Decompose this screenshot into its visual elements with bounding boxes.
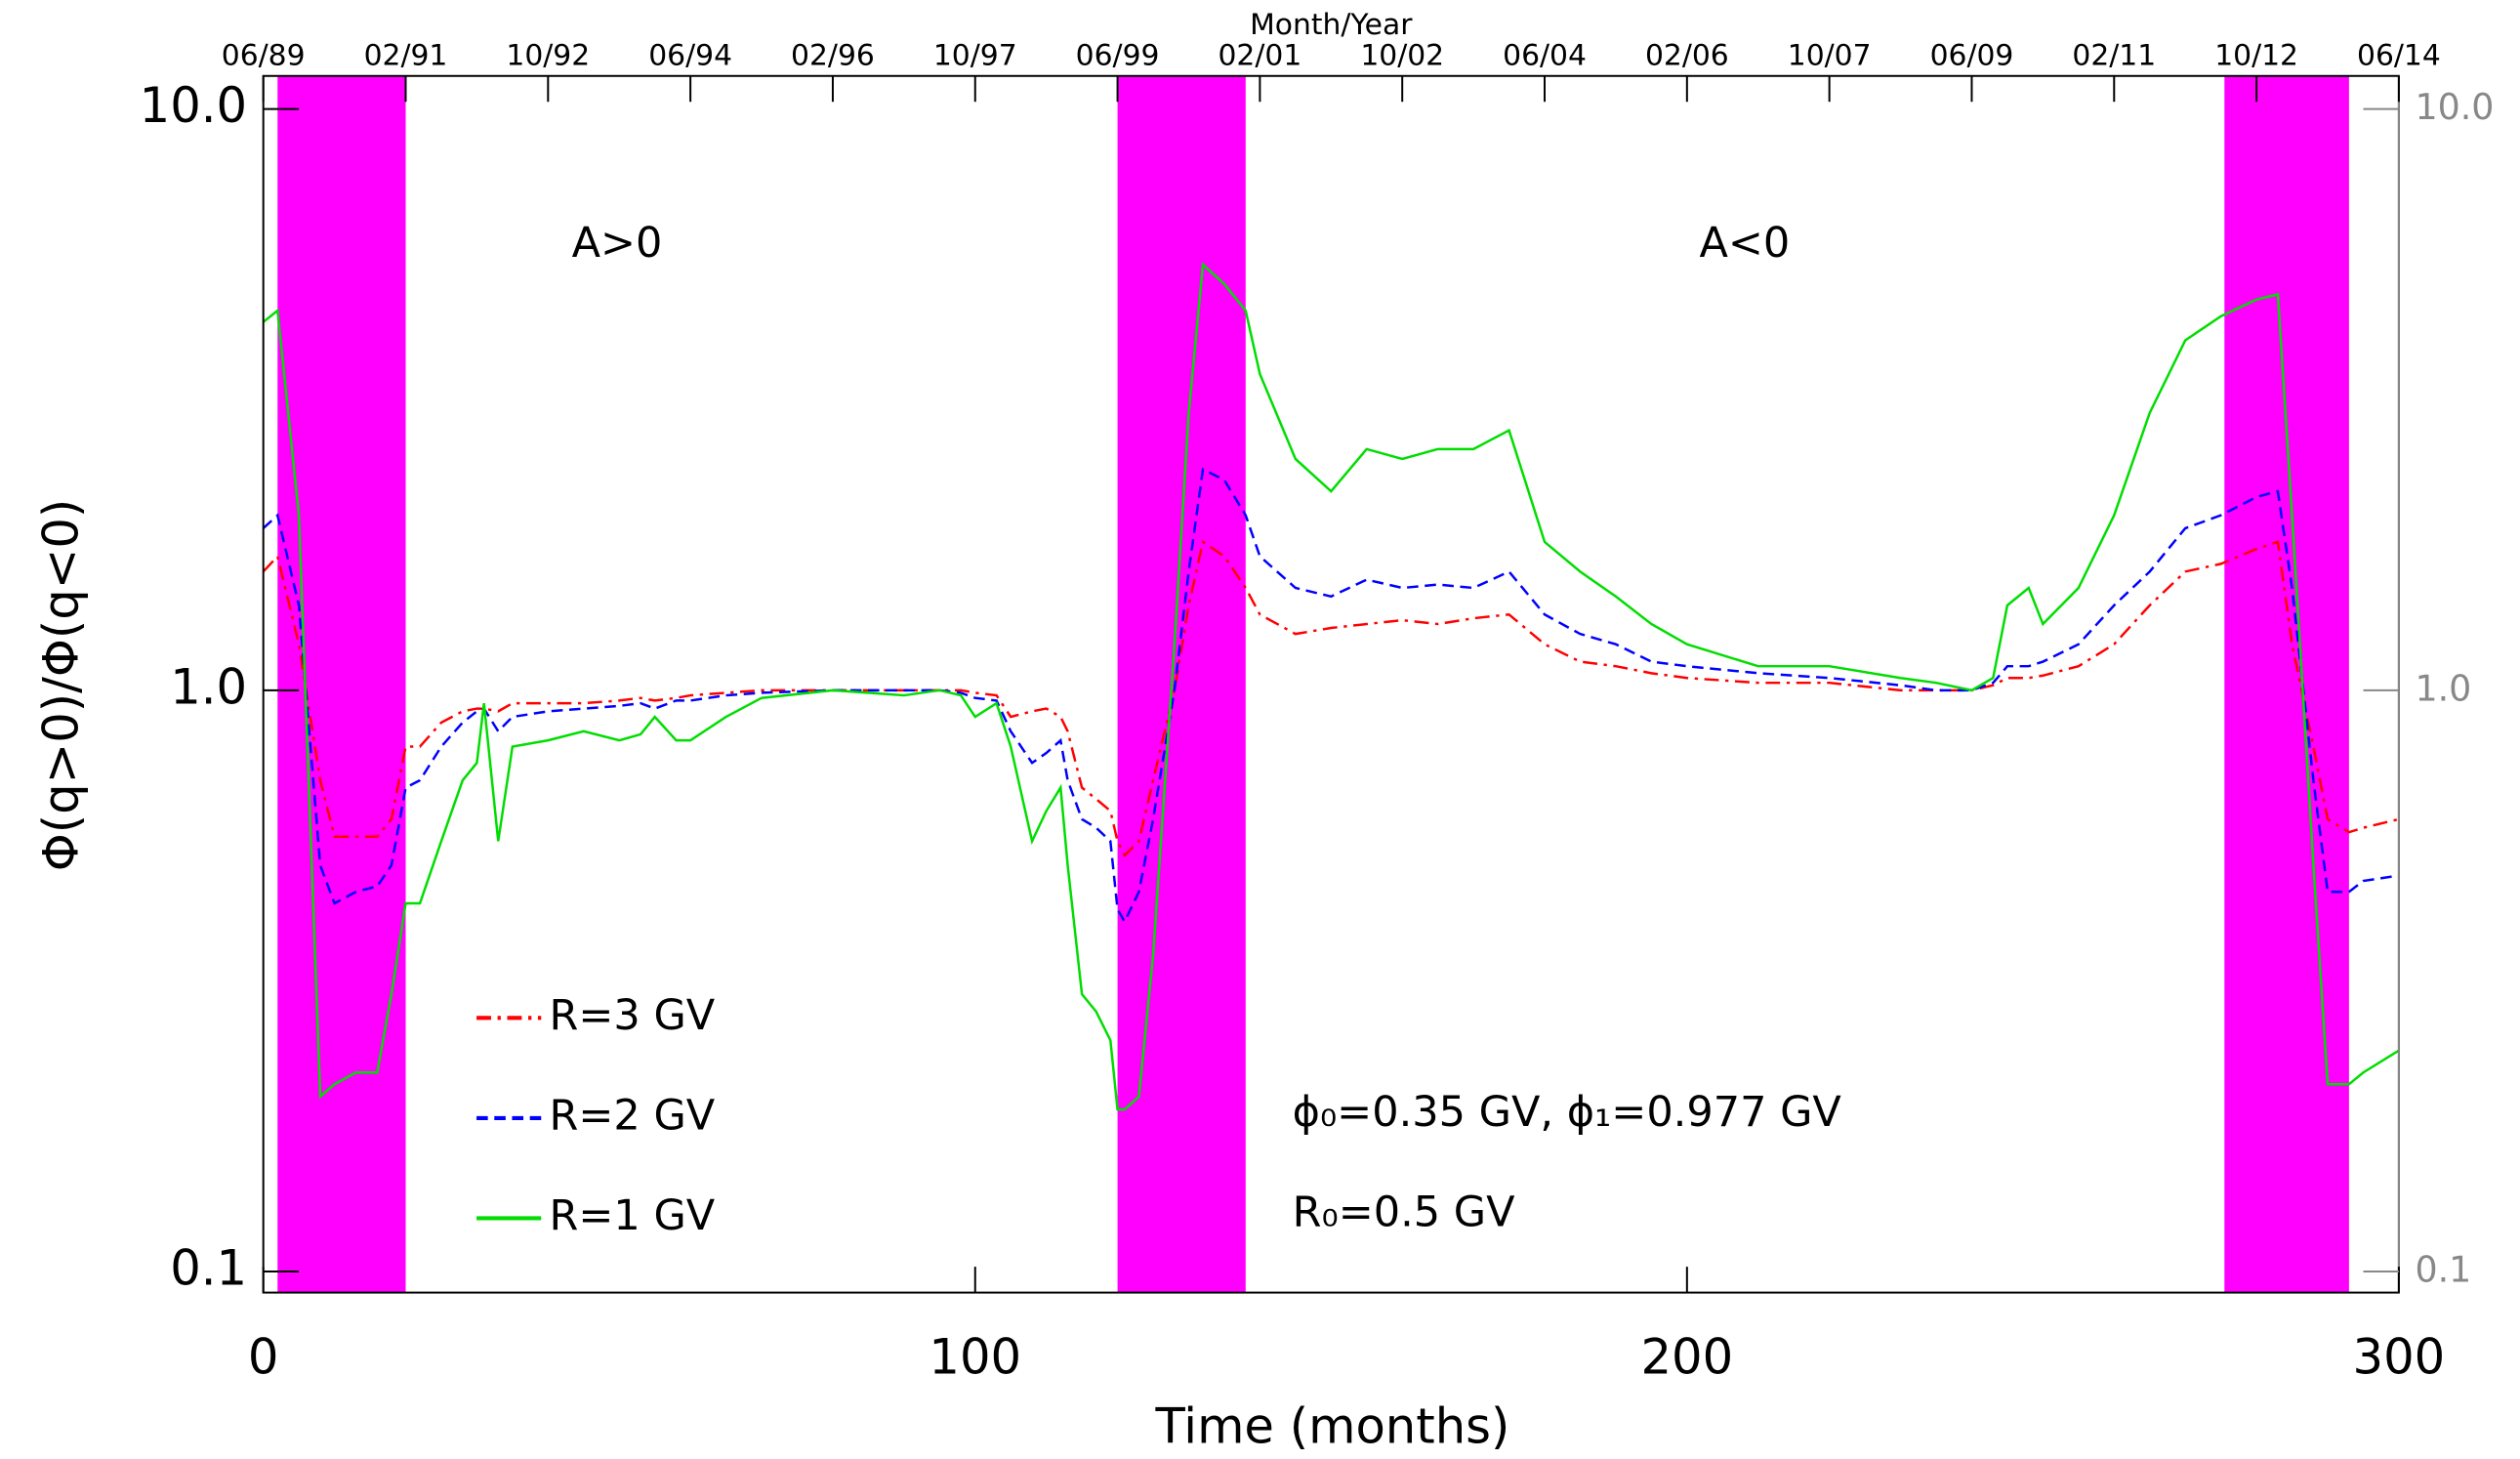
y2-tick-label: 1.0 (2415, 667, 2471, 709)
series-line (263, 467, 2399, 925)
top-tick-label: 06/14 (2357, 38, 2441, 72)
top-axis-title: Month/Year (1250, 8, 1413, 42)
legend-label: R=1 GV (550, 1191, 716, 1240)
top-tick-label: 06/94 (648, 38, 732, 72)
annotation: R₀=0.5 GV (1293, 1188, 1516, 1237)
shaded-band (1117, 75, 1246, 1293)
y-tick-label: 10.0 (140, 77, 247, 134)
series-line (263, 262, 2399, 1111)
series-line (263, 539, 2399, 857)
shaded-band (2224, 75, 2349, 1293)
top-tick-label: 10/07 (1788, 38, 1872, 72)
annotation: A<0 (1699, 219, 1790, 268)
y2-tick-label: 0.1 (2415, 1249, 2471, 1291)
top-tick-label: 06/09 (1930, 38, 2014, 72)
top-tick-label: 02/91 (364, 38, 448, 72)
x-axis-title: Time (months) (1155, 1398, 1510, 1455)
legend-label: R=3 GV (550, 991, 716, 1040)
top-tick-label: 02/96 (791, 38, 875, 72)
x-tick-label: 100 (929, 1329, 1021, 1386)
x-tick-label: 300 (2353, 1329, 2446, 1386)
top-tick-label: 10/12 (2214, 38, 2298, 72)
top-tick-label: 06/99 (1076, 38, 1160, 72)
top-tick-label: 02/06 (1645, 38, 1729, 72)
top-tick-label: 02/01 (1218, 38, 1301, 72)
shaded-band (277, 75, 406, 1293)
y-tick-label: 1.0 (170, 658, 247, 715)
legend-label: R=2 GV (550, 1091, 716, 1140)
top-tick-label: 10/02 (1360, 38, 1444, 72)
top-tick-label: 06/89 (222, 38, 306, 72)
y-axis-title: Φ(q>0)/Φ(q<0) (33, 499, 90, 872)
top-tick-label: 10/97 (933, 38, 1017, 72)
annotation: ϕ₀=0.35 GV, ϕ₁=0.977 GV (1293, 1088, 1842, 1137)
y-tick-label: 0.1 (170, 1240, 247, 1297)
top-tick-label: 10/92 (506, 38, 590, 72)
y2-tick-label: 10.0 (2415, 86, 2494, 128)
top-tick-label: 06/04 (1503, 38, 1587, 72)
x-tick-label: 0 (248, 1329, 279, 1386)
top-tick-label: 02/11 (2072, 38, 2156, 72)
annotation: A>0 (572, 219, 663, 268)
x-tick-label: 200 (1640, 1329, 1733, 1386)
